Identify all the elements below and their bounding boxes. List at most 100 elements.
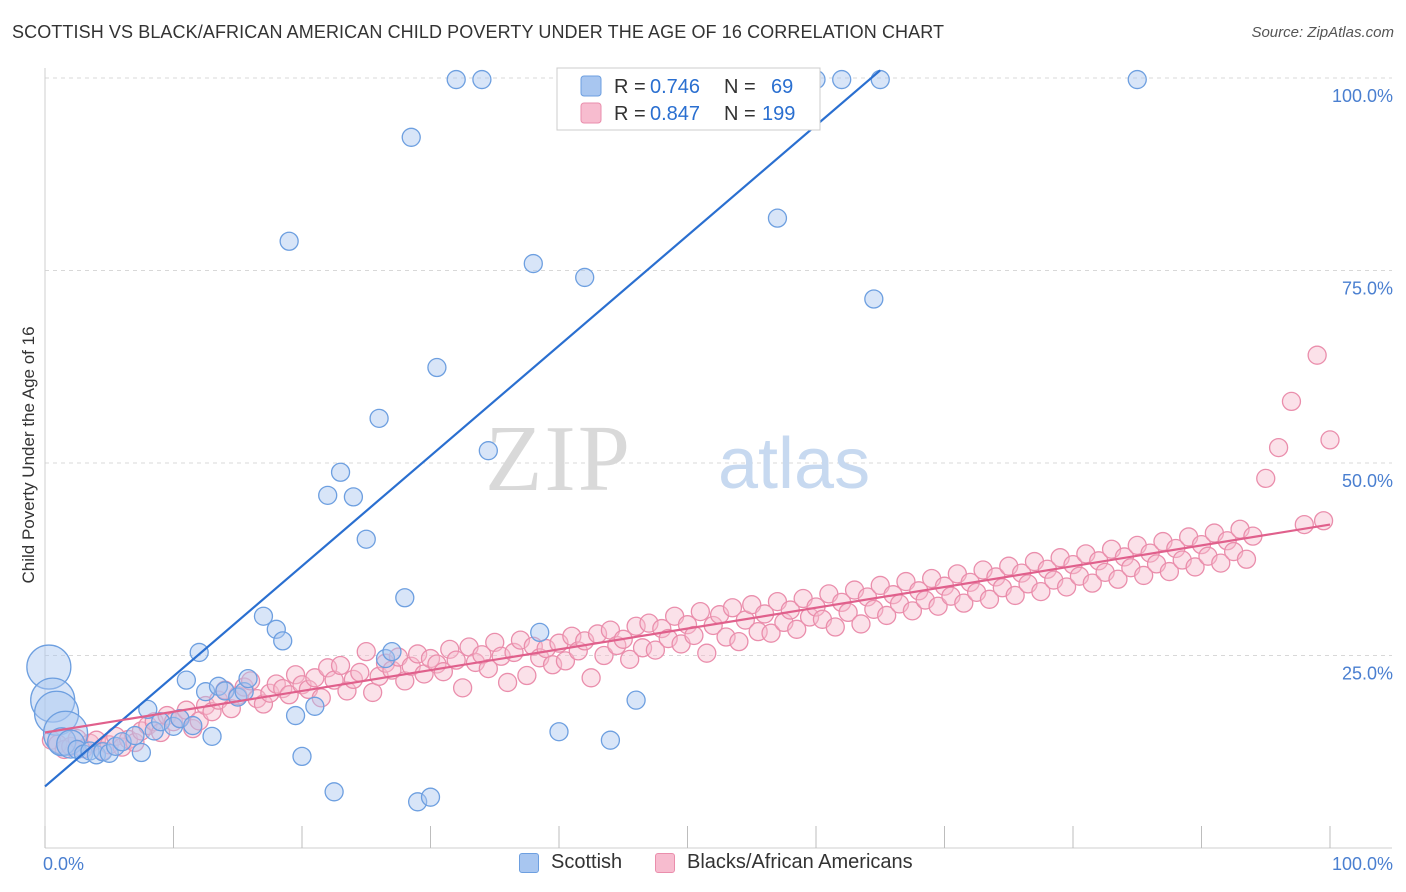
black-point — [1256, 468, 1276, 489]
legend-n-value-2: 199 — [762, 103, 795, 125]
scottish-point — [131, 742, 152, 763]
scottish-point — [382, 642, 402, 662]
black-point — [1159, 561, 1180, 582]
black-series-points — [41, 345, 1340, 761]
watermark: ZIP atlas — [485, 407, 870, 511]
tick-labels: 25.0% 50.0% 75.0% 100.0% 0.0% 100.0% — [43, 86, 1393, 874]
scottish-point — [626, 690, 646, 710]
bottom-legend-item-scottish: Scottish — [519, 851, 622, 874]
scottish-point — [369, 408, 389, 428]
scottish-point — [343, 487, 364, 507]
scottish-point — [832, 69, 852, 90]
black-point — [330, 655, 351, 676]
black-point — [877, 605, 897, 626]
scottish-point — [266, 619, 286, 639]
scottish-point — [273, 631, 293, 651]
bottom-legend-item-black: Blacks/African Americans — [655, 851, 913, 874]
scottish-point — [549, 722, 569, 742]
black-point — [594, 645, 614, 666]
black-point — [1307, 345, 1327, 365]
scottish-point — [279, 231, 299, 251]
scottish-point — [163, 716, 184, 736]
bottom-legend: Scottish Blacks/African Americans — [0, 851, 1406, 877]
legend: R = 0.746 N = 69 R = 0.847 N = 199 — [556, 67, 821, 131]
scottish-trend-line — [44, 69, 881, 788]
scottish-point — [125, 725, 145, 746]
legend-n-label-1: N = — [724, 76, 756, 98]
black-point — [1236, 549, 1257, 569]
legend-swatch-scottish — [580, 75, 602, 97]
scottish-point — [183, 715, 203, 736]
scottish-point — [600, 730, 621, 750]
scottish-series-points — [26, 69, 1147, 812]
axes — [44, 68, 1392, 849]
bottom-legend-label-black: Blacks/African Americans — [687, 851, 913, 873]
black-point — [697, 643, 717, 663]
scottish-point — [472, 69, 492, 90]
legend-n-value-1: 69 — [771, 76, 793, 98]
black-point — [1056, 577, 1077, 597]
black-point — [1031, 581, 1051, 602]
bottom-legend-label-scottish: Scottish — [551, 851, 623, 873]
scottish-point — [446, 69, 466, 90]
scottish-point — [478, 441, 498, 461]
black-point — [478, 658, 498, 679]
black-point — [928, 596, 948, 616]
black-point — [253, 694, 274, 714]
scottish-point — [1127, 69, 1147, 90]
scottish-point — [176, 670, 197, 690]
black-trend-line — [44, 523, 1331, 734]
scottish-point — [138, 699, 158, 720]
black-point — [555, 651, 576, 671]
scottish-swatch — [519, 852, 539, 873]
scottish-point — [356, 529, 376, 549]
legend-r-label-1: R = — [614, 76, 646, 98]
black-point — [305, 668, 325, 688]
black-point — [1005, 585, 1025, 606]
scottish-point — [864, 289, 884, 309]
scottish-point — [530, 622, 550, 643]
black-point — [645, 640, 666, 660]
chart-title: SCOTTISH VS BLACK/AFRICAN AMERICAN CHILD… — [12, 22, 945, 42]
scottish-point — [575, 267, 595, 288]
scottish-point — [324, 782, 344, 802]
trend-lines — [44, 69, 1331, 788]
scottish-point — [253, 606, 274, 626]
black-point — [440, 639, 460, 659]
scottish-point — [395, 588, 415, 608]
x-tick-label: 0.0% — [43, 854, 84, 874]
scottish-point — [292, 746, 312, 767]
black-point — [620, 649, 640, 669]
black-point — [517, 665, 537, 686]
black-point — [851, 614, 871, 634]
grid-lines — [45, 77, 1392, 656]
scottish-point — [767, 208, 788, 228]
black-point — [954, 593, 974, 613]
black-swatch — [655, 852, 675, 873]
scottish-point — [420, 787, 441, 807]
black-point — [1108, 569, 1128, 589]
legend-n-label-2: N = — [724, 103, 756, 125]
scottish-point — [870, 69, 890, 90]
black-point — [581, 668, 601, 688]
watermark-zip: ZIP — [485, 407, 632, 511]
source-credit: Source: ZipAtlas.com — [1251, 24, 1394, 41]
black-point — [356, 642, 376, 662]
black-point — [902, 601, 923, 621]
black-point — [1281, 391, 1302, 412]
legend-swatch-black — [580, 102, 602, 124]
scottish-point — [202, 726, 222, 746]
watermark-atlas: atlas — [718, 424, 870, 504]
black-point — [722, 598, 743, 618]
black-point — [825, 617, 845, 637]
black-point — [497, 672, 518, 693]
black-point — [787, 619, 807, 639]
black-point — [240, 671, 261, 691]
y-tick-label: 50.0% — [1342, 471, 1393, 491]
scottish-point — [330, 462, 351, 482]
y-tick-label: 25.0% — [1342, 664, 1393, 684]
scottish-point — [318, 485, 338, 505]
x-tick-label: 100.0% — [1332, 854, 1393, 874]
scottish-point — [305, 696, 325, 716]
legend-r-value-1: 0.746 — [650, 76, 700, 98]
